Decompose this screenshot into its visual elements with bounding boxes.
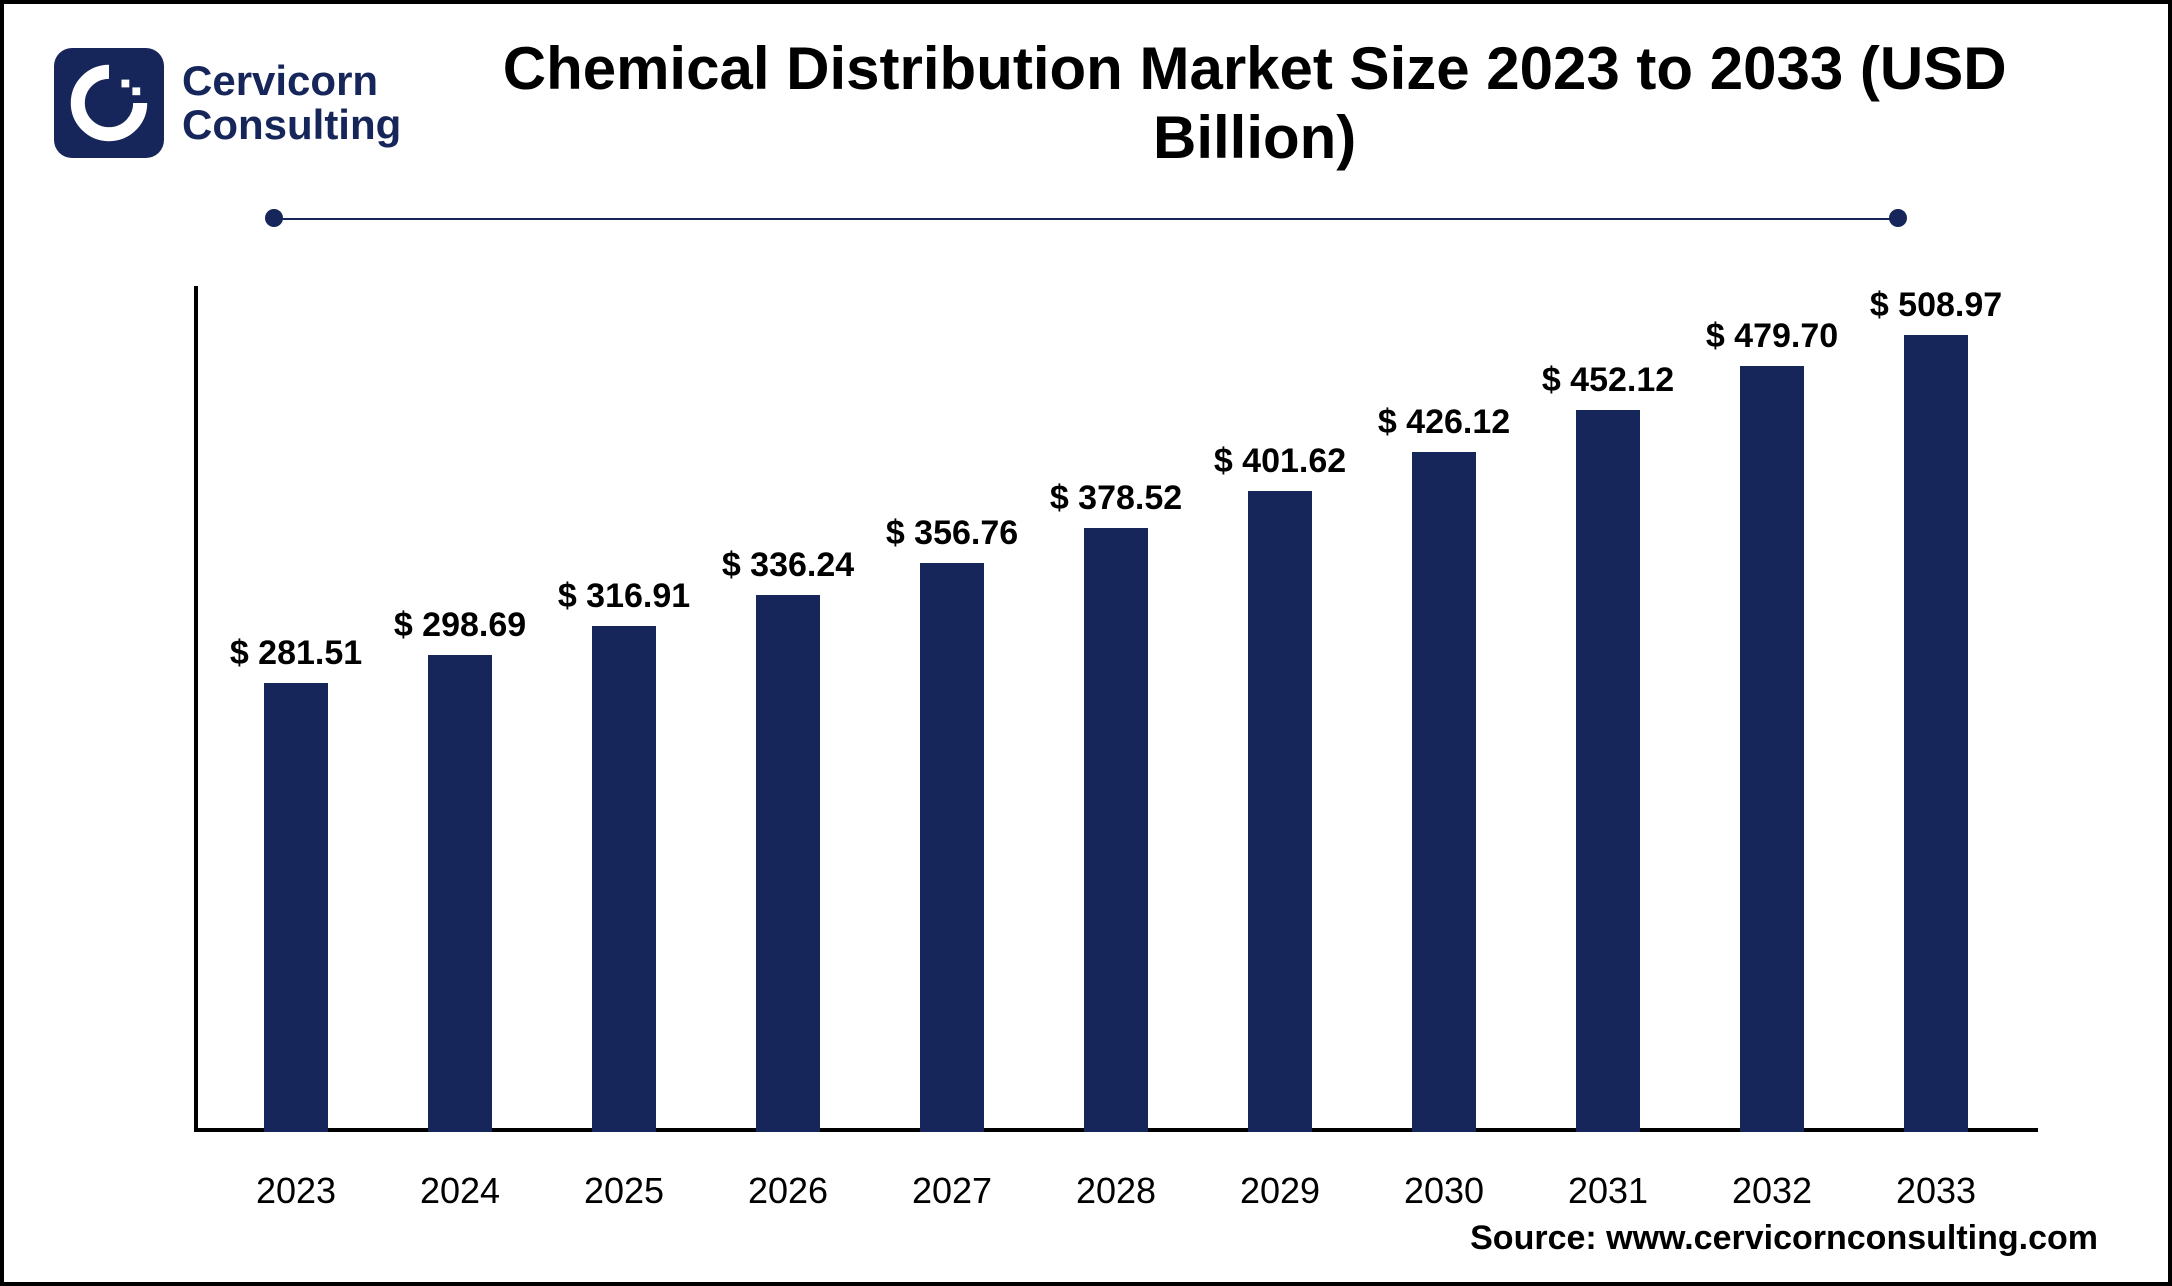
bar-slot: $ 356.76 <box>870 286 1034 1132</box>
chart-area: $ 281.51 $ 298.69 $ 316.91 $ 336.24 $ 356.76… <box>144 286 2068 1252</box>
x-axis-label: 2024 <box>378 1170 542 1212</box>
bar-value-label: $ 479.70 <box>1706 317 1838 356</box>
bar-slot: $ 508.97 <box>1854 286 2018 1132</box>
logo-c-icon <box>70 64 148 142</box>
header: Cervicorn Consulting Chemical Distributi… <box>44 34 2128 172</box>
bar-slot: $ 298.69 <box>378 286 542 1132</box>
logo-mark <box>54 48 164 158</box>
logo-text-line1: Cervicorn <box>182 59 401 103</box>
bar-slot: $ 316.91 <box>542 286 706 1132</box>
bar <box>428 655 492 1132</box>
bar-slot: $ 452.12 <box>1526 286 1690 1132</box>
bar-value-label: $ 426.12 <box>1378 403 1510 442</box>
bar <box>264 683 328 1132</box>
bar-slot: $ 426.12 <box>1362 286 1526 1132</box>
bar-value-label: $ 508.97 <box>1870 286 2002 325</box>
bar-slot: $ 281.51 <box>214 286 378 1132</box>
x-axis-label: 2026 <box>706 1170 870 1212</box>
logo-text: Cervicorn Consulting <box>182 59 401 147</box>
bar-value-label: $ 356.76 <box>886 514 1018 553</box>
x-labels-container: 2023202420252026202720282029203020312032… <box>194 1170 2038 1212</box>
bar-slot: $ 401.62 <box>1198 286 1362 1132</box>
x-axis-label: 2032 <box>1690 1170 1854 1212</box>
x-axis-label: 2028 <box>1034 1170 1198 1212</box>
bar-value-label: $ 401.62 <box>1214 442 1346 481</box>
title-rule <box>274 210 1898 226</box>
bar <box>920 563 984 1132</box>
x-axis-label: 2031 <box>1526 1170 1690 1212</box>
rule-line <box>274 218 1898 220</box>
bar <box>1904 335 1968 1132</box>
bar-slot: $ 336.24 <box>706 286 870 1132</box>
bar-value-label: $ 452.12 <box>1542 361 1674 400</box>
plot-area: $ 281.51 $ 298.69 $ 316.91 $ 336.24 $ 356.76… <box>194 286 2038 1132</box>
x-axis-label: 2027 <box>870 1170 1034 1212</box>
x-axis-label: 2029 <box>1198 1170 1362 1212</box>
bar-value-label: $ 336.24 <box>722 546 854 585</box>
bar <box>592 626 656 1132</box>
bar <box>1740 366 1804 1132</box>
bar <box>1248 491 1312 1132</box>
logo-text-line2: Consulting <box>182 103 401 147</box>
bar-value-label: $ 378.52 <box>1050 479 1182 518</box>
rule-dot-right <box>1889 209 1907 227</box>
x-axis-label: 2033 <box>1854 1170 2018 1212</box>
chart-title: Chemical Distribution Market Size 2023 t… <box>431 34 2118 172</box>
bar-value-label: $ 316.91 <box>558 577 690 616</box>
bars-container: $ 281.51 $ 298.69 $ 316.91 $ 336.24 $ 356.76… <box>194 286 2038 1132</box>
source-text: Source: www.cervicornconsulting.com <box>1470 1219 2098 1258</box>
bar-slot: $ 378.52 <box>1034 286 1198 1132</box>
x-axis-label: 2030 <box>1362 1170 1526 1212</box>
rule-dot-left <box>265 209 283 227</box>
bar <box>756 595 820 1132</box>
chart-frame: Cervicorn Consulting Chemical Distributi… <box>0 0 2172 1286</box>
x-axis-label: 2023 <box>214 1170 378 1212</box>
bar <box>1412 452 1476 1132</box>
bar-value-label: $ 281.51 <box>230 634 362 673</box>
bar <box>1576 410 1640 1132</box>
bar-slot: $ 479.70 <box>1690 286 1854 1132</box>
bar <box>1084 528 1148 1132</box>
x-axis-label: 2025 <box>542 1170 706 1212</box>
bar-value-label: $ 298.69 <box>394 606 526 645</box>
logo: Cervicorn Consulting <box>54 48 401 158</box>
